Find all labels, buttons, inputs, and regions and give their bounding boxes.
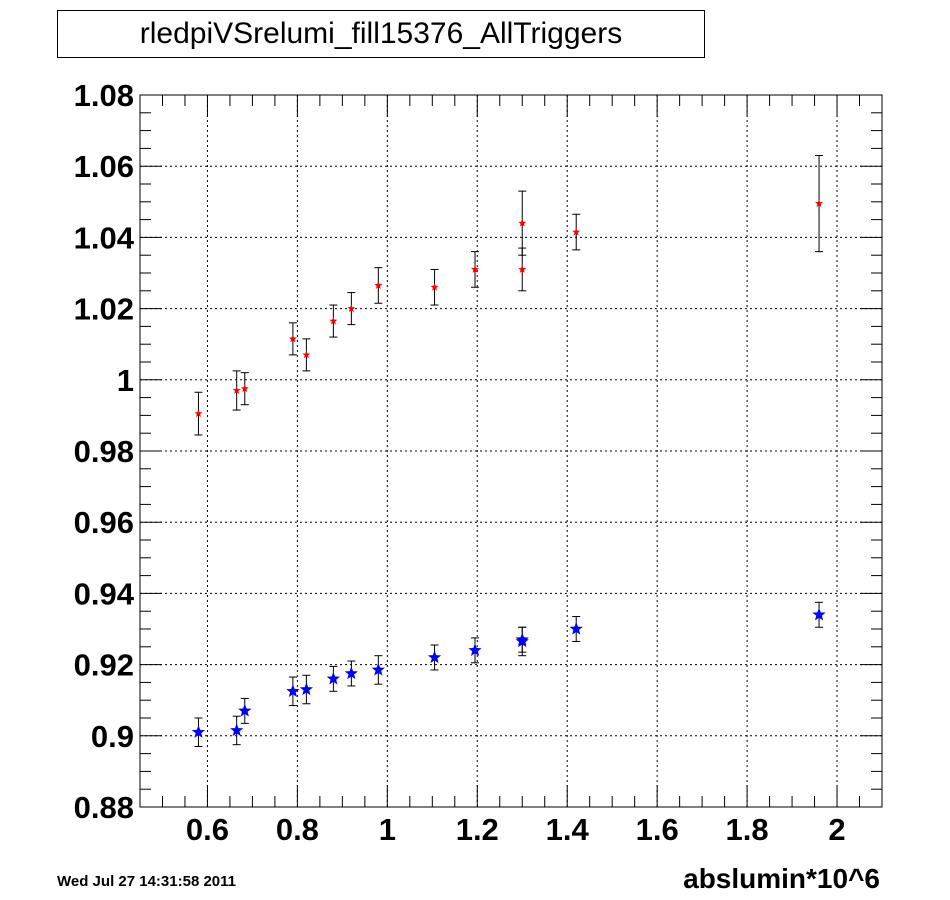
data-point [302, 350, 311, 359]
x-tick-label: 1.4 [546, 812, 590, 847]
timestamp: Wed Jul 27 14:31:58 2011 [57, 873, 237, 890]
y-tick-label: 1.06 [74, 149, 134, 184]
data-point [344, 666, 359, 680]
data-point [191, 725, 206, 738]
y-tick-label: 0.88 [74, 790, 134, 825]
data-point [812, 607, 826, 621]
data-point [427, 650, 442, 664]
series-0 [194, 155, 824, 436]
data-point [815, 199, 824, 207]
x-axis-title: abslumin*10^6 [683, 863, 880, 894]
x-tick-label: 1.8 [726, 812, 769, 847]
x-tick-label: 1 [379, 812, 396, 847]
data-point [326, 671, 341, 685]
data-point [194, 409, 203, 418]
y-tick-label: 1.02 [74, 292, 134, 327]
data-point [515, 632, 529, 646]
y-tick-labels: 0.88 0.9 0.92 0.94 0.96 0.98 1 1.02 1.04 1.06 1.08 [74, 78, 135, 825]
y-tick-label: 1.08 [74, 78, 134, 113]
data-point [468, 643, 482, 657]
data-point [471, 265, 480, 273]
x-tick-label: 1.6 [636, 812, 679, 847]
axis-ticks [140, 94, 883, 808]
y-tick-label: 0.92 [74, 648, 134, 683]
y-tick-label: 0.98 [74, 434, 134, 469]
series-1 [191, 601, 826, 747]
data-point [371, 662, 385, 676]
data-point [572, 227, 581, 236]
data-point [238, 703, 252, 717]
data-point [430, 283, 439, 291]
plot-frame [139, 94, 883, 808]
y-tick-label: 1.04 [74, 220, 135, 255]
data-point [240, 384, 249, 393]
y-tick-label: 0.94 [74, 576, 135, 611]
y-tick-label: 1 [117, 363, 134, 398]
grid [140, 95, 882, 807]
x-tick-label: 0.6 [186, 812, 229, 847]
data-point [232, 386, 241, 394]
data-point [569, 622, 583, 635]
x-tick-label: 2 [828, 812, 845, 847]
data-point [286, 684, 300, 697]
data-point [288, 334, 297, 343]
x-tick-label: 1.2 [456, 812, 499, 847]
chart-title: rledpiVSrelumi_fill15376_AllTriggers [57, 10, 705, 58]
x-tick-label: 0.8 [276, 812, 319, 847]
data-point [518, 218, 527, 227]
y-tick-label: 0.96 [74, 505, 134, 540]
data-point [374, 281, 383, 289]
x-tick-labels: 0.6 0.8 1 1.2 1.4 1.6 1.8 2 [186, 812, 846, 847]
data-points [191, 155, 826, 747]
data-point [347, 304, 356, 312]
y-tick-label: 0.9 [91, 719, 134, 754]
data-point [518, 265, 527, 273]
data-point [329, 316, 338, 325]
data-point [230, 723, 244, 737]
data-point [299, 682, 314, 696]
